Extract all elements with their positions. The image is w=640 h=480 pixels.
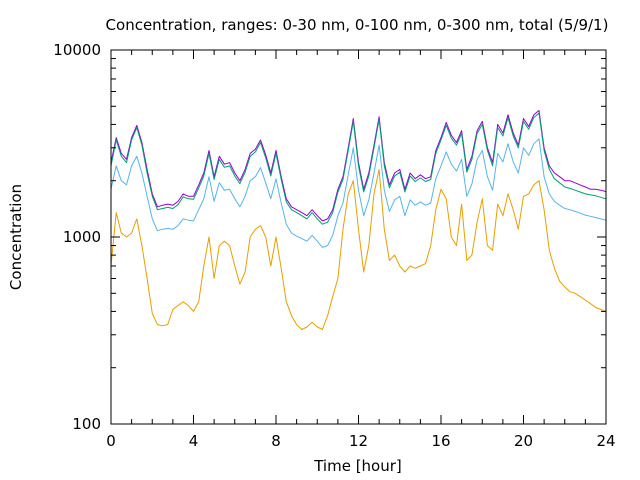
x-tick-label: 4 <box>189 432 199 450</box>
x-tick-label: 16 <box>431 432 450 450</box>
axes-layer: 0 4 8 12 16 20 24 100 1000 10000 <box>53 41 615 450</box>
y-tick-label: 1000 <box>63 228 101 246</box>
x-tick-label: 20 <box>514 432 533 450</box>
plot-frame <box>110 49 607 425</box>
series-layer <box>110 110 607 330</box>
series-line-0-100-nm <box>110 138 607 248</box>
x-tick-label: 24 <box>596 432 615 450</box>
y-tick-label: 100 <box>72 415 101 433</box>
x-tick-label: 0 <box>106 432 116 450</box>
chart-title: Concentration, ranges: 0-30 nm, 0-100 nm… <box>106 16 609 34</box>
series-line-0-300-nm <box>110 112 607 225</box>
series-line-0-30-nm <box>110 168 607 330</box>
x-tick-label: 8 <box>271 432 281 450</box>
x-axis-label: Time [hour] <box>313 457 402 475</box>
x-tick-label: 12 <box>349 432 368 450</box>
y-tick-label: 10000 <box>53 41 101 59</box>
y-axis-label: Concentration <box>7 184 25 290</box>
